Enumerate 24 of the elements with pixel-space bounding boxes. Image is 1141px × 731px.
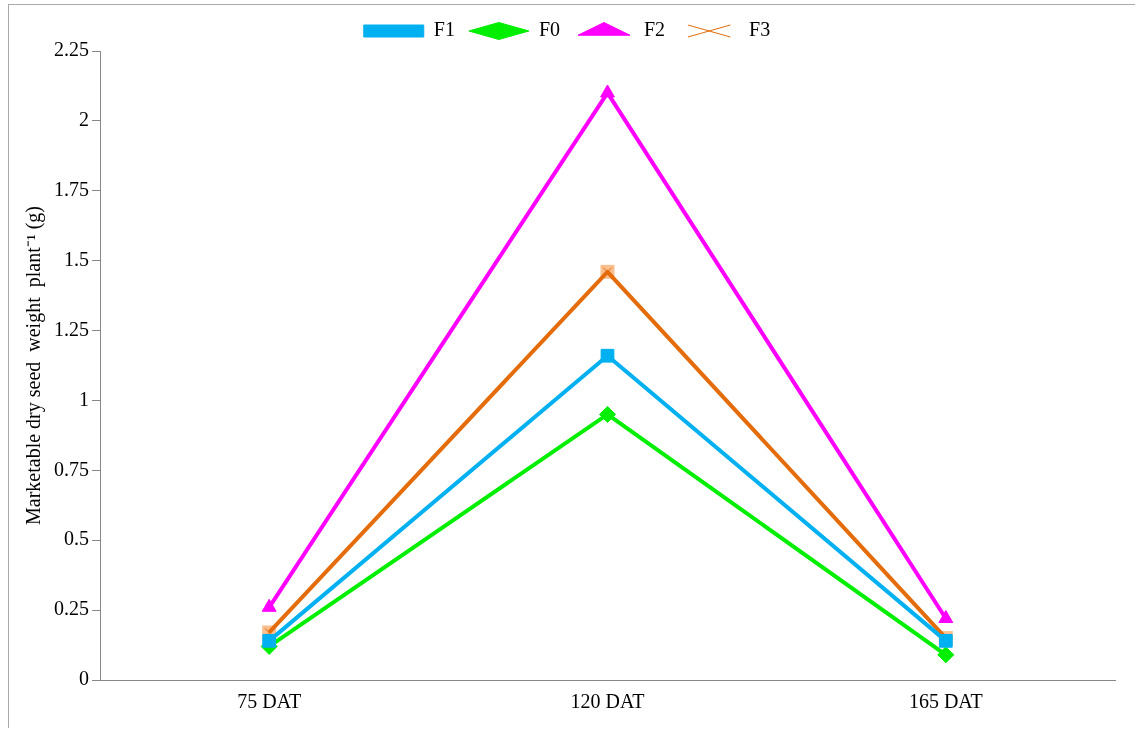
legend-label: F0 xyxy=(538,18,560,41)
point xyxy=(262,634,277,648)
legend-label: F2 xyxy=(644,18,666,41)
y-tick-label: 1.75 xyxy=(54,178,89,201)
y-tick-label: 1.25 xyxy=(54,317,89,340)
legend-label: F1 xyxy=(433,18,455,41)
y-tick-label: 1.5 xyxy=(64,247,89,270)
point xyxy=(938,610,954,623)
point xyxy=(600,348,615,363)
y-tick-label: 2 xyxy=(79,108,89,131)
y-tick-label: 1 xyxy=(79,387,89,410)
y-tick-label: 2.25 xyxy=(54,38,89,61)
point xyxy=(600,84,615,98)
y-tick-label: 0 xyxy=(79,667,89,690)
legend-label: F3 xyxy=(749,18,771,41)
point xyxy=(599,405,616,423)
x-tick-label: 165 DAT xyxy=(908,690,983,713)
y-axis-title: Marketable dry seed weight plant⁻¹ (g) xyxy=(22,205,46,526)
y-tick-label: 0.75 xyxy=(54,457,89,480)
x-tick-label: 120 DAT xyxy=(570,690,645,713)
x-tick-label: 75 DAT xyxy=(237,690,302,713)
y-tick-label: 0.25 xyxy=(54,597,89,620)
point xyxy=(937,646,955,664)
y-tick-label: 0.5 xyxy=(64,527,89,550)
